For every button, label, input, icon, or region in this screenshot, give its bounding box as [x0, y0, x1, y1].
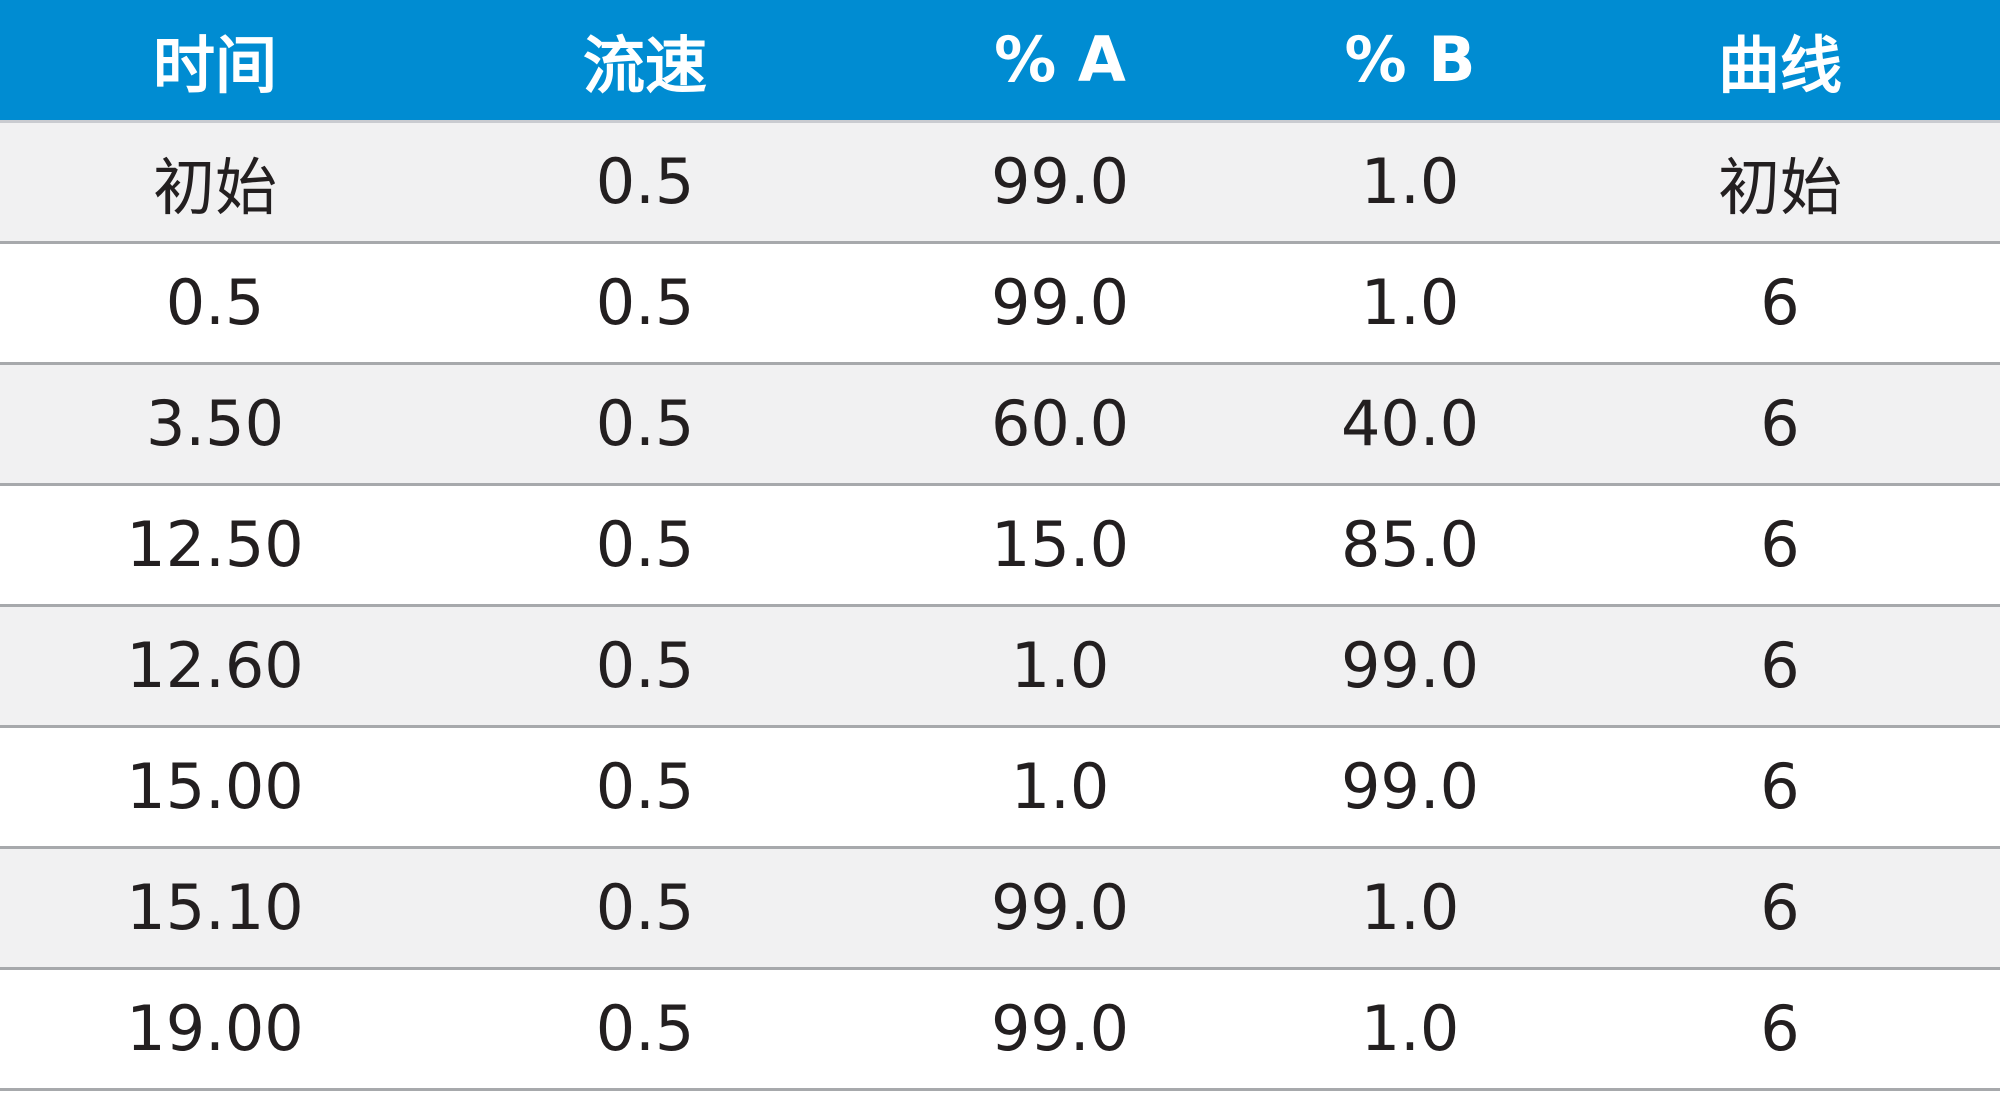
- header-row: 时间 流速 % A % B 曲线: [0, 0, 2000, 123]
- cell-percent-b: 1.0: [1260, 242, 1560, 365]
- cell-time: 12.50: [0, 484, 430, 607]
- cell-flow-rate: 0.5: [430, 847, 860, 970]
- cell-percent-a: 99.0: [860, 847, 1260, 970]
- cell-time: 15.10: [0, 847, 430, 970]
- cell-percent-b: 85.0: [1260, 484, 1560, 607]
- header-curve: 曲线: [1560, 0, 2000, 123]
- cell-flow-rate: 0.5: [430, 726, 860, 849]
- cell-percent-a: 60.0: [860, 363, 1260, 486]
- cell-curve: 6: [1560, 484, 2000, 607]
- cell-flow-rate: 0.5: [430, 242, 860, 365]
- cell-percent-a: 1.0: [860, 726, 1260, 849]
- cell-percent-b: 1.0: [1260, 968, 1560, 1091]
- table-row: 12.60 0.5 1.0 99.0 6: [0, 605, 2000, 728]
- table-body: 初始 0.5 99.0 1.0 初始 0.5 0.5 99.0 1.0 6 3.…: [0, 121, 2000, 1091]
- header-percent-b: % B: [1260, 0, 1560, 123]
- cell-flow-rate: 0.5: [430, 363, 860, 486]
- cell-time: 19.00: [0, 968, 430, 1091]
- header-flow-rate: 流速: [430, 0, 860, 123]
- cell-time: 3.50: [0, 363, 430, 486]
- table-row: 15.10 0.5 99.0 1.0 6: [0, 847, 2000, 970]
- cell-curve: 6: [1560, 726, 2000, 849]
- cell-curve: 6: [1560, 242, 2000, 365]
- cell-percent-a: 15.0: [860, 484, 1260, 607]
- cell-percent-a: 99.0: [860, 242, 1260, 365]
- cell-flow-rate: 0.5: [430, 484, 860, 607]
- cell-time: 12.60: [0, 605, 430, 728]
- cell-percent-a: 99.0: [860, 121, 1260, 244]
- cell-curve: 6: [1560, 605, 2000, 728]
- table-header: 时间 流速 % A % B 曲线: [0, 0, 2000, 123]
- cell-time: 初始: [0, 121, 430, 244]
- cell-flow-rate: 0.5: [430, 121, 860, 244]
- header-percent-a: % A: [860, 0, 1260, 123]
- table-row: 3.50 0.5 60.0 40.0 6: [0, 363, 2000, 486]
- cell-time: 0.5: [0, 242, 430, 365]
- cell-curve: 6: [1560, 847, 2000, 970]
- cell-percent-a: 1.0: [860, 605, 1260, 728]
- cell-curve: 6: [1560, 363, 2000, 486]
- cell-time: 15.00: [0, 726, 430, 849]
- cell-flow-rate: 0.5: [430, 968, 860, 1091]
- header-time: 时间: [0, 0, 430, 123]
- cell-curve: 6: [1560, 968, 2000, 1091]
- cell-percent-b: 99.0: [1260, 605, 1560, 728]
- table-row: 0.5 0.5 99.0 1.0 6: [0, 242, 2000, 365]
- table-row: 15.00 0.5 1.0 99.0 6: [0, 726, 2000, 849]
- cell-percent-b: 1.0: [1260, 121, 1560, 244]
- table-row: 12.50 0.5 15.0 85.0 6: [0, 484, 2000, 607]
- cell-flow-rate: 0.5: [430, 605, 860, 728]
- cell-percent-b: 40.0: [1260, 363, 1560, 486]
- table-row: 19.00 0.5 99.0 1.0 6: [0, 968, 2000, 1091]
- table-row: 初始 0.5 99.0 1.0 初始: [0, 121, 2000, 244]
- cell-percent-b: 99.0: [1260, 726, 1560, 849]
- cell-percent-b: 1.0: [1260, 847, 1560, 970]
- cell-curve: 初始: [1560, 121, 2000, 244]
- cell-percent-a: 99.0: [860, 968, 1260, 1091]
